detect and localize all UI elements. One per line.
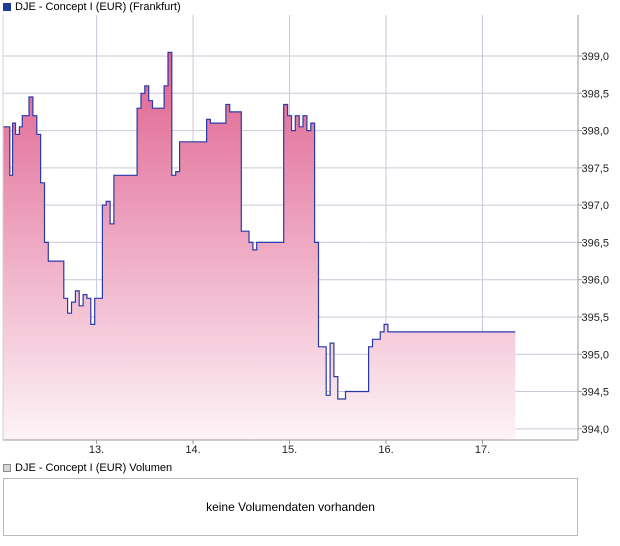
price-legend-label: DJE - Concept I (EUR) (Frankfurt) (15, 1, 181, 13)
x-tick-label: 14. (185, 444, 200, 456)
volume-legend: DJE - Concept I (EUR) Volumen (3, 461, 172, 475)
y-tick-label: 398,0 (581, 126, 609, 138)
x-axis-ticks: 13. 14. 15. 16. 17. (89, 440, 490, 456)
price-area-fill (3, 52, 516, 441)
x-tick-label: 15. (282, 444, 297, 456)
y-axis-ticks: 399,0 398,5 398,0 397,5 397,0 396,5 396,0 395,5… (578, 51, 609, 436)
y-tick-label: 395,5 (581, 312, 609, 324)
price-line (3, 51, 516, 400)
y-tick-label: 399,0 (581, 51, 609, 63)
price-legend: DJE - Concept I (EUR) (Frankfurt) (3, 0, 181, 14)
x-tick-label: 16. (378, 444, 393, 456)
x-tick-label: 13. (89, 444, 104, 456)
y-tick-label: 397,0 (581, 200, 609, 212)
y-tick-label: 396,5 (581, 237, 609, 249)
watermark: BSK (360, 231, 389, 247)
watermark-text: BSK (360, 231, 389, 247)
y-tick-label: 397,5 (581, 163, 609, 175)
price-legend-swatch (3, 3, 11, 11)
volume-panel: keine Volumendaten vorhanden (3, 478, 578, 536)
y-tick-label: 394,5 (581, 387, 609, 399)
y-tick-label: 394,0 (581, 424, 609, 436)
volume-legend-label: DJE - Concept I (EUR) Volumen (15, 462, 173, 474)
price-area (3, 51, 516, 441)
volume-message: keine Volumendaten vorhanden (206, 500, 375, 514)
volume-legend-swatch (3, 464, 11, 472)
y-tick-label: 396,0 (581, 275, 609, 287)
y-tick-label: 398,5 (581, 88, 609, 100)
y-tick-label: 395,0 (581, 349, 609, 361)
x-tick-label: 17. (475, 444, 490, 456)
